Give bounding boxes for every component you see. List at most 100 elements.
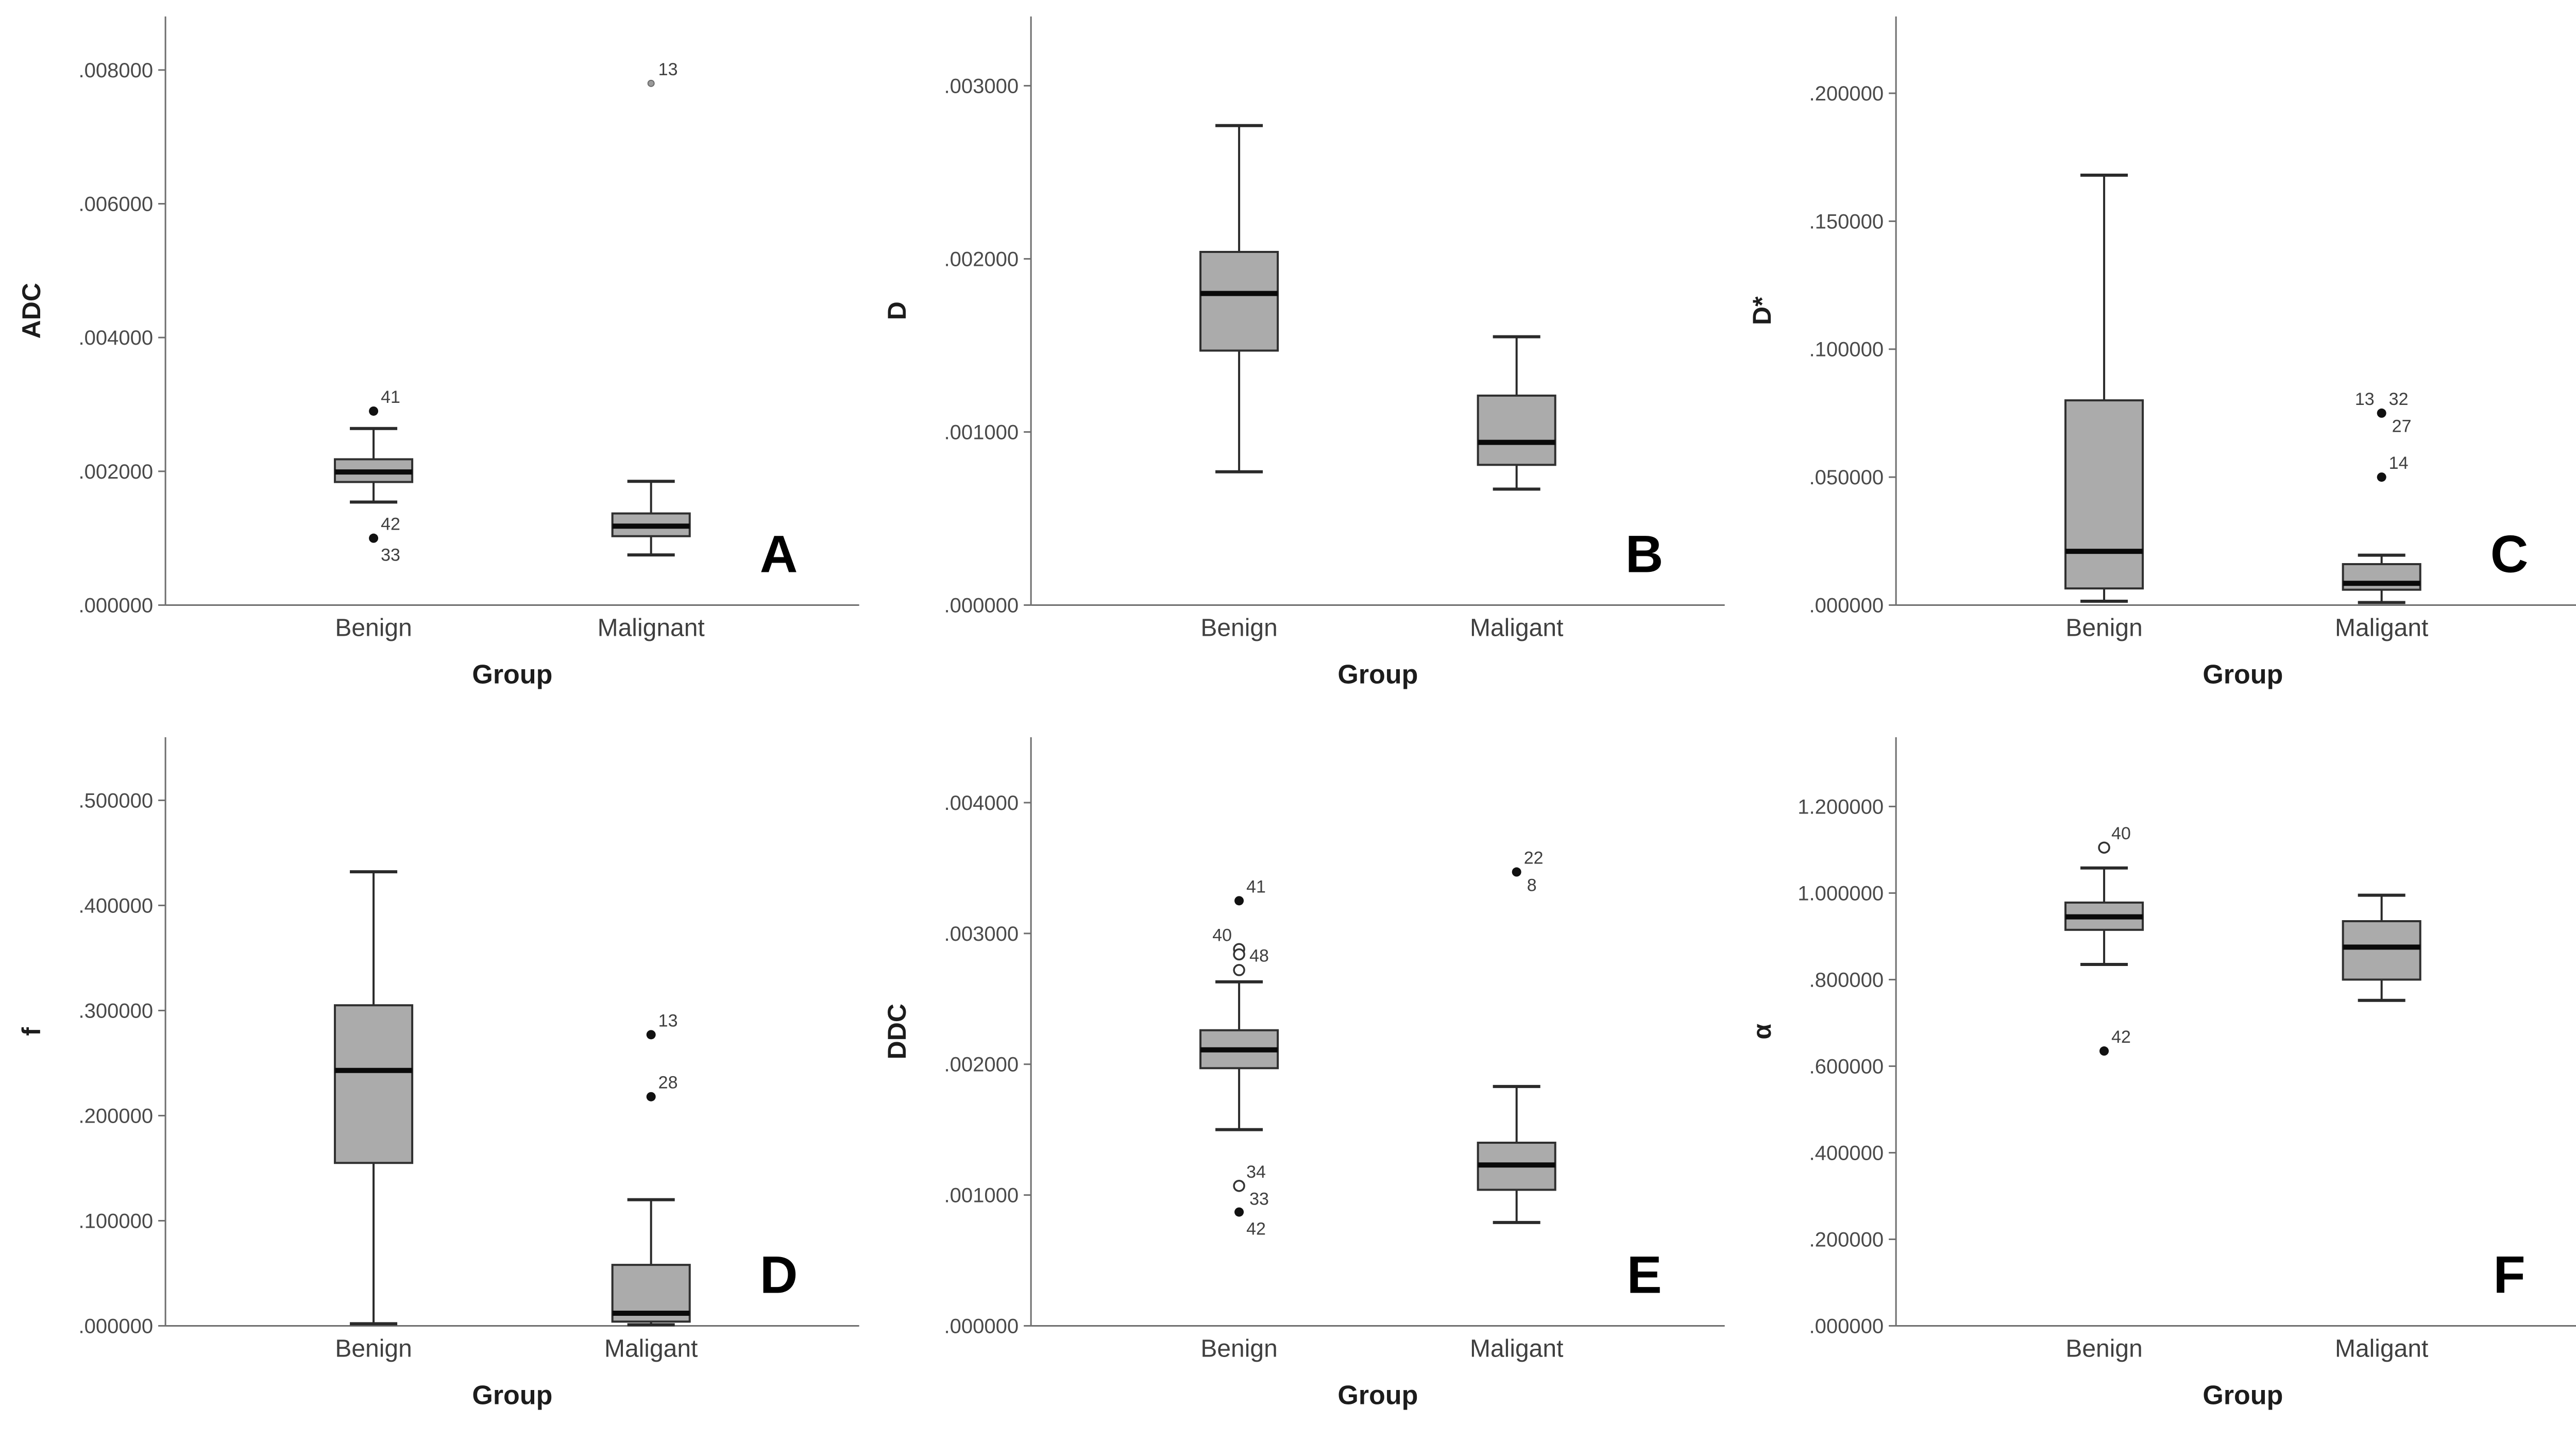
y-tick-label: .000000: [79, 594, 154, 617]
x-category-label: Malignant: [598, 614, 705, 641]
panel-letter: A: [760, 524, 798, 583]
box-maligant: [1477, 394, 1556, 466]
y-tick-label: .000000: [944, 594, 1019, 617]
outlier-label: 27: [2392, 416, 2412, 436]
y-tick-label: .150000: [1809, 210, 1884, 233]
boxplot-panel-A: .000000 .002000 .004000 .006000 .008000 ADC 41…: [17, 16, 859, 690]
outlier-label: 32: [2389, 389, 2409, 409]
boxplot-panel-D: .000000 .100000 .200000 .300000 .400000 .5000…: [17, 737, 859, 1410]
x-category-label: Maligant: [1470, 614, 1563, 641]
panel-letter: C: [2490, 524, 2529, 583]
outlier-label: 42: [2111, 1027, 2131, 1047]
y-tick-label: .200000: [1809, 1228, 1884, 1251]
outlier-point: [369, 406, 379, 416]
y-tick-label: .000000: [944, 1315, 1019, 1337]
outlier-label: 14: [2389, 453, 2409, 473]
panel-A: .000000 .002000 .004000 .006000 .008000 ADC 41…: [0, 0, 866, 721]
y-tick-label: .800000: [1809, 969, 1884, 991]
outlier-point: [2099, 1046, 2109, 1056]
x-axis-title: Group: [472, 1380, 552, 1410]
y-tick-label: .000000: [1809, 1315, 1884, 1337]
boxplot-panel-F: .000000 .200000 .400000 .600000 .800000 1.000…: [1748, 737, 2576, 1410]
y-tick-label: .000000: [1809, 594, 1884, 617]
outlier-label: 41: [381, 387, 400, 407]
y-tick-label: .100000: [1809, 338, 1884, 361]
y-tick-label: .100000: [79, 1210, 154, 1232]
outlier-label: 33: [381, 546, 400, 565]
outlier-label: 48: [1249, 946, 1269, 965]
outlier-label: 13: [658, 1011, 678, 1030]
x-axis-title: Group: [2203, 660, 2283, 690]
outlier-point: [1234, 1207, 1244, 1217]
y-tick-label: .001000: [944, 421, 1019, 444]
outlier-point: [1234, 895, 1244, 905]
panel-E: .000000 .001000 .002000 .003000 .004000 DDC 41…: [865, 720, 1731, 1441]
box-benign: [1199, 250, 1279, 352]
outlier-point: [1232, 1179, 1245, 1192]
x-category-label: Maligant: [604, 1335, 698, 1362]
y-axis-title: D*: [1748, 296, 1776, 325]
x-category-label: Benign: [2066, 614, 2143, 641]
y-tick-label: .200000: [1809, 82, 1884, 105]
outlier-label: 22: [1523, 848, 1543, 868]
y-tick-label: .300000: [79, 999, 154, 1022]
outlier-label: 33: [1249, 1189, 1269, 1209]
x-category-label: Benign: [1200, 1335, 1277, 1362]
y-axis-title: D: [883, 301, 911, 320]
y-axis-title: DDC: [883, 1004, 911, 1059]
y-tick-label: .004000: [944, 792, 1019, 815]
panel-letter: E: [1626, 1245, 1662, 1304]
outlier-point: [1232, 948, 1245, 960]
panel-letter: B: [1625, 524, 1663, 583]
y-tick-label: .600000: [1809, 1055, 1884, 1078]
outlier-point: [646, 1029, 656, 1039]
y-tick-label: .050000: [1809, 466, 1884, 489]
outlier-label: 13: [658, 60, 678, 79]
y-tick-label: .006000: [79, 193, 154, 216]
panel-letter: D: [760, 1245, 798, 1304]
outlier-point: [1232, 963, 1245, 976]
panel-letter: F: [2494, 1245, 2526, 1304]
y-tick-label: .004000: [79, 327, 154, 349]
box-benign: [334, 1004, 414, 1164]
y-tick-label: .003000: [944, 922, 1019, 945]
x-category-label: Maligant: [2335, 614, 2428, 641]
panel-F: .000000 .200000 .400000 .600000 .800000 1.000…: [1731, 720, 2576, 1441]
outlier-point: [1512, 867, 1521, 877]
y-axis-title: ADC: [17, 283, 46, 338]
outlier-label: 41: [1246, 877, 1266, 896]
y-axis-title: f: [17, 1027, 46, 1036]
outlier-point: [2377, 408, 2387, 418]
boxplot-panel-C: .000000 .050000 .100000 .150000 .200000 D* Ben…: [1748, 16, 2576, 690]
y-tick-label: .003000: [944, 75, 1019, 97]
outlier-label: 40: [2111, 824, 2131, 843]
boxplot-panel-B: .000000 .001000 .002000 .003000 D Benign Malig…: [883, 16, 1725, 690]
x-category-label: Benign: [335, 1335, 412, 1362]
box-benign: [2064, 399, 2144, 590]
outlier-point: [2377, 472, 2387, 482]
y-tick-label: .000000: [79, 1315, 154, 1337]
y-tick-label: .400000: [1809, 1142, 1884, 1164]
x-category-label: Benign: [2066, 1335, 2143, 1362]
x-axis-title: Group: [472, 660, 552, 690]
y-tick-label: 1.200000: [1798, 795, 1884, 818]
x-axis-title: Group: [1337, 1380, 1418, 1410]
y-tick-label: .500000: [79, 789, 154, 812]
y-tick-label: .001000: [944, 1184, 1019, 1207]
boxplot-panel-E: .000000 .001000 .002000 .003000 .004000 DDC 41…: [883, 737, 1725, 1410]
outlier-label: 8: [1527, 875, 1536, 895]
panel-D: .000000 .100000 .200000 .300000 .400000 .5000…: [0, 720, 866, 1441]
y-tick-label: 1.000000: [1798, 882, 1884, 905]
outlier-point: [647, 79, 655, 87]
x-axis-title: Group: [1337, 660, 1418, 690]
box-maligant: [2342, 920, 2422, 980]
x-category-label: Benign: [1200, 614, 1277, 641]
panel-B: .000000 .001000 .002000 .003000 D Benign Malig…: [865, 0, 1731, 721]
panel-C: .000000 .050000 .100000 .150000 .200000 D* Ben…: [1731, 0, 2576, 721]
y-tick-label: .200000: [79, 1105, 154, 1127]
outlier-point: [646, 1092, 656, 1101]
outlier-label: 42: [1246, 1219, 1266, 1239]
y-axis-title: α: [1748, 1023, 1776, 1039]
x-category-label: Benign: [335, 614, 412, 641]
